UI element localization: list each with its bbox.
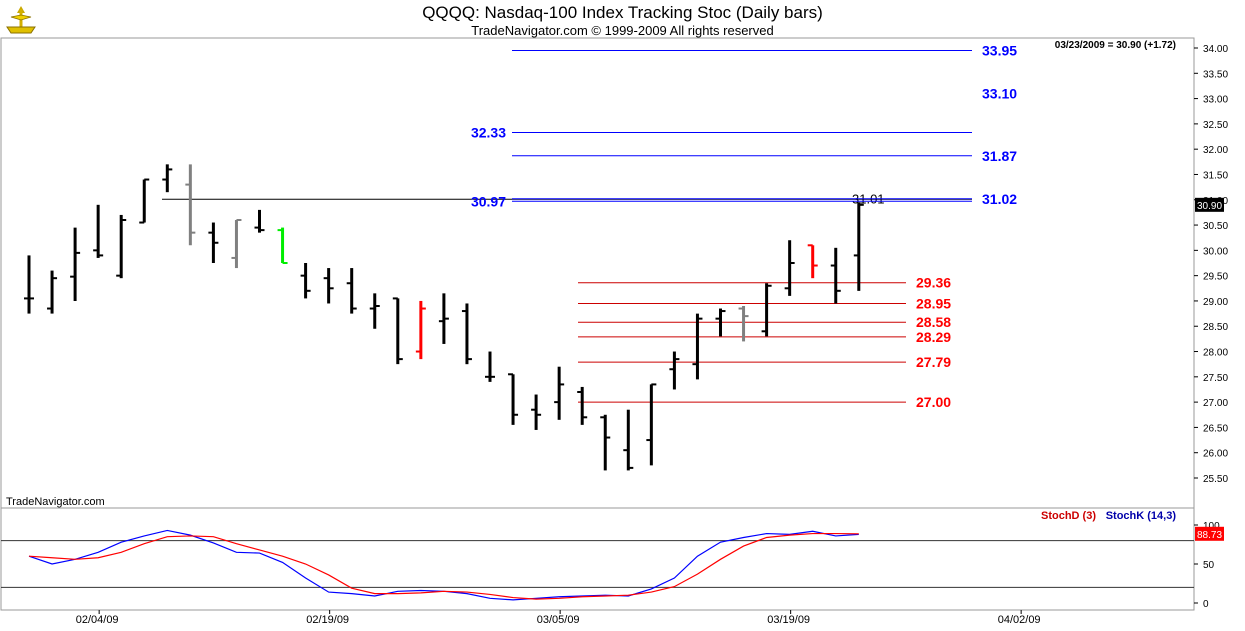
stoch-tick-label: 50	[1203, 560, 1215, 571]
price-bar	[554, 366, 565, 420]
price-tick-label: 33.00	[1203, 95, 1228, 106]
price-bar	[715, 308, 726, 337]
price-tick-label: 34.00	[1203, 44, 1228, 55]
price-bar	[415, 300, 426, 360]
price-bar	[830, 247, 841, 304]
price-bar	[577, 386, 588, 425]
price-tick-label: 32.00	[1203, 145, 1228, 156]
price-bar	[623, 409, 634, 471]
price-bar	[738, 306, 749, 342]
date-readout: 03/23/2009 = 30.90 (+1.72)	[1055, 40, 1176, 51]
stoch-series-line	[28, 532, 859, 600]
price-bar	[600, 414, 611, 471]
red-level-label: 28.58	[916, 314, 951, 330]
copyright-text: TradeNavigator.com © 1999-2009 All right…	[471, 23, 774, 38]
stoch-last-box	[1195, 526, 1224, 541]
price-bar	[208, 222, 219, 263]
stoch-panel-frame	[0, 507, 1195, 611]
price-tick-label: 28.00	[1203, 348, 1228, 359]
price-bar	[392, 297, 403, 365]
price-tick-label: 33.50	[1203, 69, 1228, 80]
price-bar	[485, 351, 495, 382]
price-bar	[692, 313, 703, 380]
price-tick-label: 32.50	[1203, 120, 1228, 131]
price-bar	[531, 394, 542, 430]
stoch-last-label: 88.73	[1197, 530, 1222, 541]
price-layer: 31.0133.9532.3331.8731.0230.9733.1029.36…	[24, 43, 1017, 471]
price-tick-label: 30.00	[1203, 246, 1228, 257]
red-level-label: 27.79	[916, 354, 951, 370]
price-bar	[438, 293, 449, 344]
last-price-label: 30.90	[1197, 201, 1222, 212]
blue-level-label: 32.33	[471, 124, 506, 140]
blue-level-label: 31.87	[982, 148, 1017, 164]
stoch-tick-label: 0	[1203, 599, 1209, 610]
red-level-label: 27.00	[916, 394, 951, 410]
chart-title: QQQQ: Nasdaq-100 Index Tracking Stoc (Da…	[422, 3, 823, 22]
axis-layer: 25.50 26.00 26.50 27.00 27.50 28.00 28.50 29.00…	[76, 44, 1229, 626]
price-bar	[346, 268, 357, 314]
date-tick-label: 04/02/09	[998, 614, 1041, 626]
watermark: TradeNavigator.com	[6, 496, 105, 508]
date-tick-label: 02/04/09	[76, 614, 119, 626]
price-bar	[185, 164, 196, 246]
price-tick-label: 26.50	[1203, 423, 1228, 434]
date-tick-label: 03/05/09	[537, 614, 580, 626]
price-bar	[784, 240, 795, 296]
title-bar: QQQQ: Nasdaq-100 Index Tracking Stoc (Da…	[0, 0, 1245, 38]
price-tick-label: 27.50	[1203, 373, 1228, 384]
price-bar	[47, 270, 58, 314]
blue-level-label: 31.02	[982, 191, 1017, 207]
date-tick-label: 03/19/09	[767, 614, 810, 626]
blue-level-label: 30.97	[471, 193, 506, 209]
price-bar	[231, 219, 242, 269]
price-bar	[461, 303, 472, 365]
price-bar	[116, 214, 127, 279]
price-tick-label: 30.50	[1203, 221, 1228, 232]
price-tick-label: 28.50	[1203, 322, 1228, 333]
price-bar	[300, 263, 311, 299]
price-bar	[669, 351, 680, 390]
price-tick-label: 27.00	[1203, 398, 1228, 409]
price-tick-label: 29.50	[1203, 272, 1228, 283]
price-bar	[254, 209, 265, 233]
price-bar	[162, 164, 173, 193]
red-level-label: 29.36	[916, 275, 951, 291]
red-level-label: 28.95	[916, 295, 951, 311]
price-bar	[70, 227, 81, 301]
stoch-legend-d: StochD (3)	[1041, 510, 1096, 522]
stoch-legend-k: StochK (14,3)	[1106, 510, 1177, 522]
price-bar	[807, 244, 818, 279]
price-bar	[761, 283, 772, 337]
red-level-label: 28.29	[916, 329, 951, 345]
trade-navigator-logo-icon	[6, 6, 36, 34]
price-bar	[853, 202, 864, 291]
price-bar	[139, 178, 150, 224]
price-bar	[369, 293, 380, 329]
price-bar	[508, 373, 519, 425]
blue-level-label: 33.95	[982, 43, 1017, 59]
date-tick-label: 02/19/09	[306, 614, 349, 626]
price-bar	[93, 204, 104, 258]
price-bar	[323, 268, 334, 304]
price-tick-label: 29.00	[1203, 297, 1228, 308]
price-tick-label: 25.50	[1203, 474, 1228, 485]
last-price-box	[1195, 197, 1224, 212]
stoch-layer: StochD (3) StochK (14,3)	[1, 510, 1194, 601]
price-tick-label: 31.50	[1203, 170, 1228, 181]
price-bar	[646, 383, 657, 466]
stoch-tick-label: 100	[1203, 521, 1220, 532]
price-tick-label: 26.00	[1203, 449, 1228, 460]
price-bar	[24, 255, 34, 314]
price-bar	[277, 227, 288, 264]
price-panel-frame	[0, 37, 1195, 509]
blue-level-label: 33.10	[982, 86, 1017, 102]
